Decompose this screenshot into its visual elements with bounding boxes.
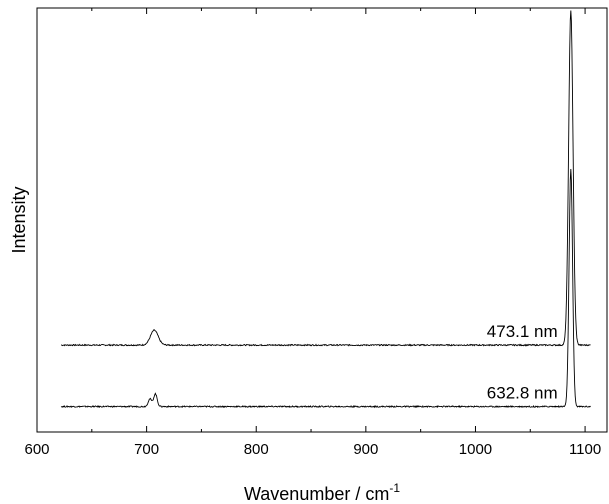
x-tick-label-700: 700 xyxy=(134,441,159,458)
x-tick-label-1000: 1000 xyxy=(459,441,492,458)
series-line-1 xyxy=(60,168,591,409)
series-label-0: 473.1 nm xyxy=(487,322,558,341)
y-axis-title: Intensity xyxy=(9,186,29,253)
series-line-0 xyxy=(61,10,591,347)
x-tick-label-600: 600 xyxy=(24,441,49,458)
x-tick-label-800: 800 xyxy=(244,441,269,458)
x-axis-title-text: Wavenumber / cm xyxy=(244,484,389,504)
x-tick-label-1100: 1100 xyxy=(569,441,601,458)
x-axis-title: Wavenumber / cm-1 xyxy=(244,481,400,504)
plot-frame xyxy=(36,7,608,433)
series-label-1: 632.8 nm xyxy=(487,384,558,403)
x-axis-title-superscript: -1 xyxy=(389,481,400,495)
x-tick-label-900: 900 xyxy=(353,441,378,458)
